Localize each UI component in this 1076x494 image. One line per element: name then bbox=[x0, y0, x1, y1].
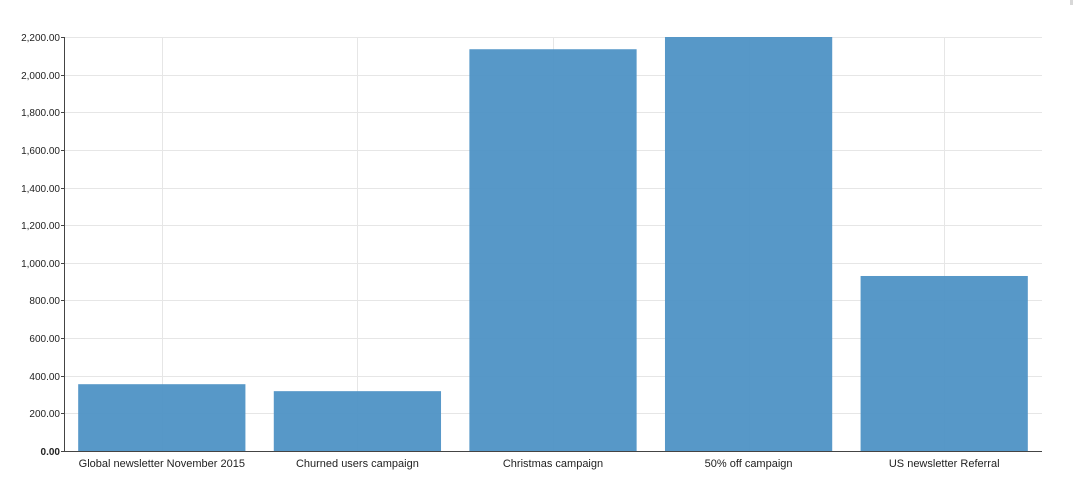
y-tick-label: 2,000.00 bbox=[21, 71, 60, 82]
x-category-label: Churned users campaign bbox=[296, 458, 419, 470]
y-tick-label: 400.00 bbox=[29, 372, 60, 383]
y-tick-labels: 0.00 200.00 400.00 600.00 800.00 1,000.00 1,20… bbox=[21, 33, 60, 458]
bar[interactable] bbox=[860, 275, 1028, 451]
x-category-labels: Global newsletter November 2015 Churned u… bbox=[79, 458, 1000, 470]
y-tick-label: 800.00 bbox=[29, 296, 60, 307]
y-tick-label: 1,400.00 bbox=[21, 184, 60, 195]
x-category-label: 50% off campaign bbox=[705, 458, 793, 470]
y-tick-label: 1,600.00 bbox=[21, 146, 60, 157]
y-tick-label: 200.00 bbox=[29, 409, 60, 420]
bar[interactable] bbox=[469, 49, 637, 452]
y-tick-label: 0.00 bbox=[41, 447, 61, 458]
x-category-label: Christmas campaign bbox=[503, 458, 603, 470]
y-tick-label: 1,200.00 bbox=[21, 221, 60, 232]
bars bbox=[78, 37, 1028, 452]
y-tick-label: 1,800.00 bbox=[21, 108, 60, 119]
y-tick-label: 1,000.00 bbox=[21, 259, 60, 270]
y-tick-label: 600.00 bbox=[29, 334, 60, 345]
axes bbox=[61, 37, 1042, 452]
y-tick-label: 2,200.00 bbox=[21, 33, 60, 44]
x-category-label: US newsletter Referral bbox=[889, 458, 1000, 470]
bar[interactable] bbox=[78, 384, 246, 451]
bar[interactable] bbox=[664, 37, 833, 451]
x-category-label: Global newsletter November 2015 bbox=[79, 458, 245, 470]
bar[interactable] bbox=[273, 391, 442, 451]
scrollbar-mark bbox=[1070, 0, 1073, 5]
